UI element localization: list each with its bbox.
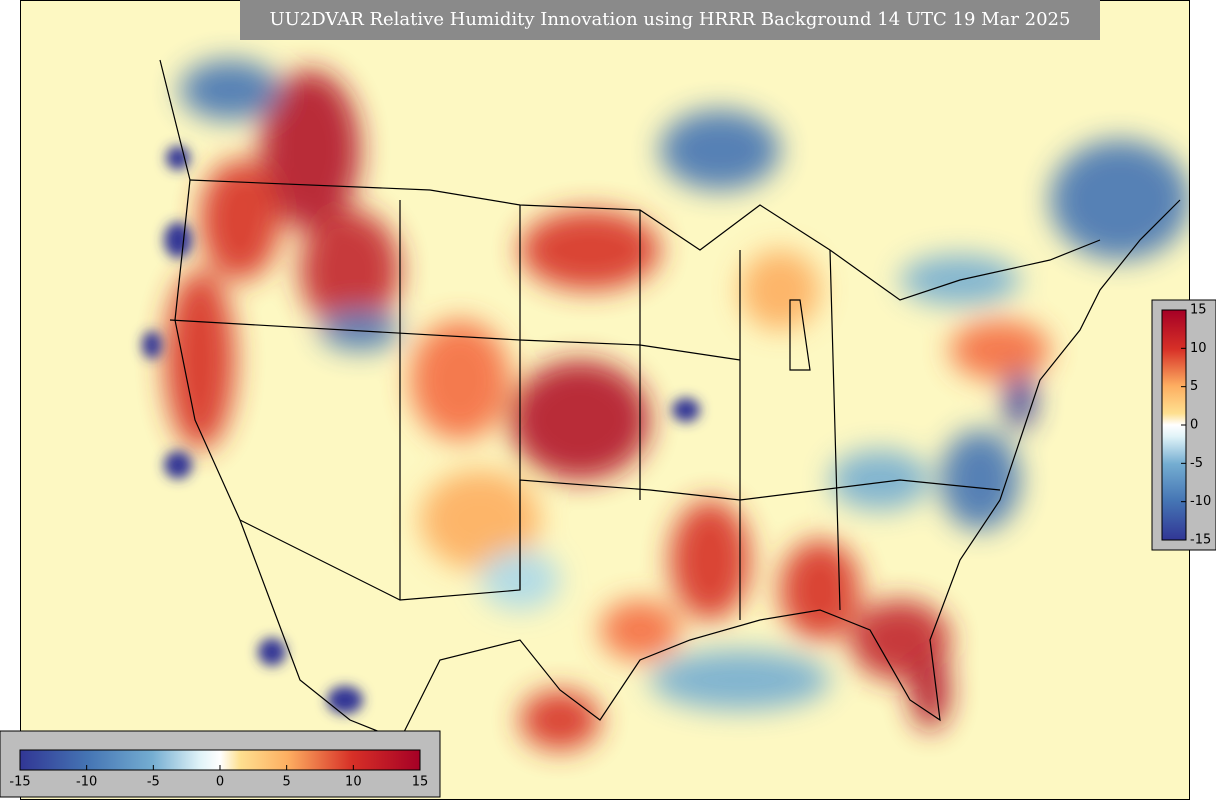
tick-label: 0: [1190, 418, 1198, 433]
tick-label: 0: [216, 775, 224, 790]
colorbars: -15 -10 -5 0 5 10 15 -15 -10 -5 0 5 10 15: [0, 299, 1216, 798]
tick-label: -5: [147, 775, 160, 790]
tick-label: 5: [1190, 379, 1198, 394]
tick-label: 5: [283, 775, 291, 790]
tick-label: 15: [412, 775, 429, 790]
tick-label: 10: [345, 775, 362, 790]
boundaries: [159, 59, 1181, 741]
tick-label: -5: [1190, 456, 1203, 471]
tick-label: -15: [9, 775, 30, 790]
tick-label: 10: [1190, 341, 1207, 356]
tick-label: 15: [1190, 303, 1207, 318]
title-box: [240, 0, 1100, 40]
tick-label: -10: [76, 775, 97, 790]
map-title: UU2DVAR Relative Humidity Innovation usi…: [270, 9, 1071, 30]
tick-label: -10: [1190, 494, 1211, 509]
tick-label: -15: [1190, 533, 1211, 548]
map-field: [20, 0, 1190, 800]
